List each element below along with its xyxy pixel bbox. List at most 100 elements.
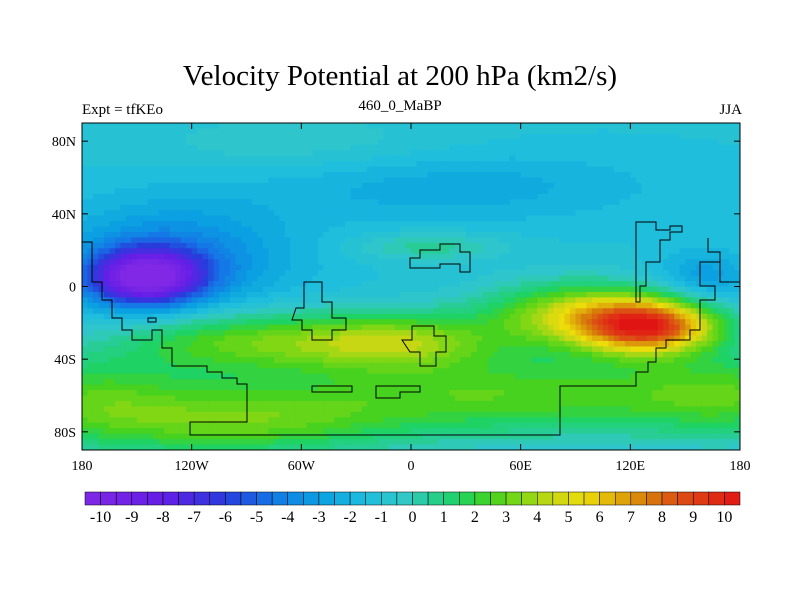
field-cell: [734, 319, 740, 326]
field-cell: [460, 177, 467, 184]
field-cell: [186, 161, 193, 168]
field-cell: [498, 172, 505, 179]
field-cell: [394, 177, 401, 184]
field-cell: [328, 155, 335, 162]
field-cell: [103, 210, 111, 217]
field-cell: [197, 264, 204, 271]
field-cell: [169, 330, 176, 337]
field-cell: [109, 248, 116, 255]
field-cell: [389, 297, 396, 304]
field-cell: [284, 302, 291, 309]
field-cell: [219, 188, 226, 195]
field-cell: [400, 123, 407, 130]
field-cell: [537, 253, 544, 260]
field-cell: [92, 155, 100, 162]
field-cell: [657, 291, 664, 298]
field-cell: [427, 341, 434, 348]
field-cell: [597, 335, 604, 342]
field-cell: [114, 319, 121, 326]
field-cell: [312, 182, 319, 189]
field-cell: [548, 319, 555, 326]
field-cell: [131, 232, 138, 239]
field-cell: [685, 182, 692, 189]
field-cell: [443, 232, 450, 239]
field-cell: [241, 123, 248, 130]
field-cell: [98, 139, 105, 146]
field-cell: [427, 150, 434, 157]
field-cell: [202, 291, 209, 298]
field-cell: [548, 330, 555, 337]
field-cell: [306, 144, 313, 151]
field-cell: [394, 253, 401, 260]
field-cell: [718, 150, 725, 157]
field-cell: [103, 248, 111, 255]
field-cell: [580, 297, 588, 304]
field-cell: [180, 297, 187, 304]
field-cell: [230, 172, 237, 179]
field-cell: [103, 188, 111, 195]
field-cell: [114, 291, 121, 298]
field-cell: [306, 177, 313, 184]
field-cell: [219, 139, 226, 146]
field-cell: [383, 302, 390, 309]
field-cell: [394, 128, 401, 135]
field-cell: [301, 161, 308, 168]
field-cell: [197, 281, 204, 288]
field-cell: [219, 330, 226, 337]
field-cell: [657, 161, 664, 168]
field-cell: [350, 128, 357, 135]
field-cell: [378, 319, 385, 326]
field-cell: [186, 215, 193, 222]
field-cell: [125, 133, 132, 140]
field-cell: [251, 319, 259, 326]
field-cell: [109, 275, 116, 282]
field-cell: [82, 313, 89, 320]
field-cell: [553, 232, 560, 239]
field-cell: [537, 123, 544, 130]
field-cell: [103, 346, 111, 353]
field-cell: [180, 199, 187, 206]
field-cell: [674, 161, 681, 168]
field-cell: [246, 232, 253, 239]
field-cell: [400, 330, 407, 337]
field-cell: [312, 204, 319, 211]
field-cell: [169, 155, 176, 162]
field-cell: [707, 281, 714, 288]
field-cell: [619, 161, 626, 168]
field-cell: [652, 286, 659, 293]
field-cell: [471, 232, 478, 239]
field-cell: [460, 259, 467, 266]
field-cell: [635, 215, 642, 222]
field-cell: [312, 346, 319, 353]
field-cell: [180, 248, 187, 255]
field-cell: [630, 242, 637, 249]
field-cell: [180, 286, 187, 293]
field-cell: [471, 335, 478, 342]
field-cell: [476, 248, 483, 255]
field-cell: [608, 341, 615, 348]
field-cell: [498, 139, 505, 146]
field-cell: [328, 133, 335, 140]
field-cell: [674, 297, 681, 304]
field-cell: [679, 232, 686, 239]
field-cell: [619, 281, 626, 288]
field-cell: [82, 177, 89, 184]
field-cell: [641, 253, 648, 260]
field-cell: [224, 286, 231, 293]
field-cell: [361, 144, 368, 151]
field-cell: [427, 133, 434, 140]
field-cell: [317, 346, 324, 353]
field-cell: [542, 308, 549, 315]
field-cell: [136, 259, 143, 266]
field-cell: [191, 281, 198, 288]
field-cell: [575, 155, 582, 162]
field-cell: [520, 123, 527, 130]
field-cell: [317, 248, 324, 255]
field-cell: [498, 182, 505, 189]
field-cell: [465, 199, 472, 206]
field-cell: [345, 242, 352, 249]
field-cell: [657, 150, 664, 157]
field-cell: [696, 237, 703, 244]
field-cell: [169, 210, 176, 217]
field-cell: [421, 302, 429, 309]
